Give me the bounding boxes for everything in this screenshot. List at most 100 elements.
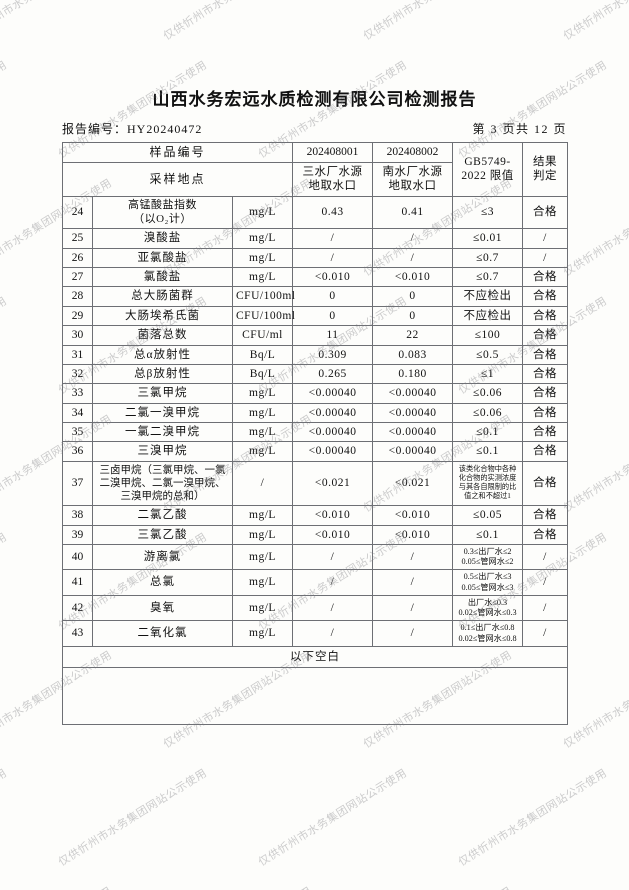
row-limit-line2: 0.02≤管网水≤0.8 <box>458 633 517 643</box>
row-result: / <box>522 620 569 647</box>
row-limit: ≤0.1 <box>452 524 524 545</box>
row-unit: mg/L <box>231 441 294 462</box>
row-limit: 该类化合物中各种化合物的实测浓度与其各自限制的比值之和不超过1 <box>452 460 524 507</box>
row-sample1-value: / <box>292 569 374 596</box>
row-sample1-value: 0 <box>292 286 374 307</box>
row-result: 合格 <box>522 383 569 404</box>
row-result: / <box>522 594 569 622</box>
row-limit-line2: 0.05≤管网水≤2 <box>461 557 514 567</box>
row-limit-line2: 0.02≤管网水≤0.3 <box>458 608 517 618</box>
table-row: 32 总β放射性 Bq/L 0.265 0.180 ≤1 合格 <box>62 363 569 385</box>
row-limit: ≤0.1 <box>452 421 524 443</box>
header-result-line1: 结果 <box>533 156 558 168</box>
row-unit: mg/L <box>231 402 294 424</box>
tail-empty-cell <box>61 666 569 725</box>
table-row: 24 高锰酸盐指数 （以O₂计） mg/L 0.43 0.41 ≤3 合格 <box>62 195 569 230</box>
row-sample1-value: <0.00040 <box>292 383 374 404</box>
row-sample2-value: 0.41 <box>372 195 454 230</box>
row-index: 43 <box>62 620 93 647</box>
table-row: 27 氯酸盐 mg/L <0.010 <0.010 ≤0.7 合格 <box>62 266 569 288</box>
row-index: 37 <box>62 460 93 507</box>
row-limit: 0.3≤出厂水≤2 0.05≤管网水≤2 <box>452 543 524 571</box>
row-sample1-value: <0.00040 <box>292 402 374 424</box>
table-row: 26 亚氯酸盐 mg/L / / ≤0.7/ <box>62 247 569 269</box>
row-index: 33 <box>62 383 93 404</box>
table-row: 39 三氯乙酸 mg/L <0.010 <0.010 ≤0.1 合格 <box>62 524 569 545</box>
header-sample-no-label: 样品编号 <box>61 142 294 163</box>
page-title: 山西水务宏远水质检测有限公司检测报告 <box>152 90 477 109</box>
row-result: / <box>522 228 569 249</box>
row-result: 合格 <box>522 363 569 385</box>
row-item-name: 菌落总数 <box>92 325 233 346</box>
row-item-name: 氯酸盐 <box>92 266 233 288</box>
row-result: 合格 <box>522 460 569 507</box>
table-row: 35 一氯二溴甲烷 mg/L <0.00040 <0.00040 ≤0.1 合格 <box>62 421 569 443</box>
row-index: 24 <box>62 195 93 230</box>
header-sampling-site-label: 采样地点 <box>61 162 294 197</box>
row-item-name: 三氯甲烷 <box>92 383 233 404</box>
row-index: 40 <box>62 543 93 571</box>
row-result: 合格 <box>522 441 569 462</box>
row-limit: ≤100 <box>452 325 524 346</box>
row-result: / <box>522 569 569 596</box>
row-item-name: 三溴甲烷 <box>92 441 233 462</box>
row-sample2-value: 0.083 <box>372 344 454 365</box>
row-unit: mg/L <box>231 383 294 404</box>
row-item-name-line1: 高锰酸盐指数 <box>128 198 197 211</box>
row-index: 34 <box>62 402 93 424</box>
row-unit: CFU/ml <box>231 325 294 346</box>
row-index: 35 <box>62 421 93 443</box>
row-sample1-value: <0.00040 <box>292 441 374 462</box>
row-index: 38 <box>62 505 93 526</box>
header-result-line2: 判定 <box>533 170 558 183</box>
row-item-name: 二氯乙酸 <box>92 505 233 526</box>
row-index: 31 <box>62 344 93 365</box>
row-sample2-value: / <box>372 247 454 269</box>
header-sample2-site-line1: 南水厂水源 <box>382 166 443 178</box>
report-number-value: HY20240472 <box>127 122 203 136</box>
row-item-name: 三卤甲烷（三氯甲烷、一氯二溴甲烷、二氯一溴甲烷、三溴甲烷的总和） <box>92 460 233 507</box>
row-item-name: 亚氯酸盐 <box>92 247 233 269</box>
table-row: 31 总α放射性 Bq/L 0.309 0.083 ≤0.5 合格 <box>62 344 569 365</box>
row-limit: ≤0.7 <box>452 266 524 288</box>
row-index: 29 <box>62 305 93 327</box>
page-indicator: 第 3 页共 12 页 <box>472 122 567 136</box>
row-limit: ≤0.5 <box>452 344 524 365</box>
header-sample1-site-line1: 三水厂水源 <box>302 166 363 178</box>
header-sample2-site: 南水厂水源 地取水口 <box>372 162 454 197</box>
row-limit: ≤0.01 <box>452 228 524 249</box>
header-limit-line1: GB5749- <box>464 156 511 168</box>
row-result: 合格 <box>522 344 569 365</box>
row-sample2-value: / <box>372 569 454 596</box>
header-sample2-no: 202408002 <box>372 142 454 163</box>
row-unit: CFU/100ml <box>231 305 295 327</box>
table-row: 33 三氯甲烷 mg/L <0.00040 <0.00040 ≤0.06 合格 <box>62 383 569 404</box>
row-sample1-value: 11 <box>292 325 374 346</box>
row-sample1-value: <0.00040 <box>292 421 374 443</box>
table-footer: 以下空白 <box>61 645 569 725</box>
table-row: 29 大肠埃希氏菌 CFU/100ml 0 0 不应检出 合格 <box>62 305 569 327</box>
row-sample2-value: <0.00040 <box>372 441 454 462</box>
blank-note: 以下空白 <box>61 645 569 668</box>
row-sample2-value: <0.021 <box>372 460 454 507</box>
row-limit: ≤0.05 <box>452 505 524 526</box>
header-limit-line2: 2022 限值 <box>461 170 514 183</box>
row-limit: ≤0.06 <box>452 402 524 424</box>
report-subheader: 报告编号：HY20240472 第 3 页共 12 页 <box>62 120 567 137</box>
row-sample2-value: 0.180 <box>372 363 454 385</box>
row-sample1-value: 0.43 <box>292 195 374 230</box>
row-item-name: 二氧化氯 <box>92 620 233 647</box>
table-row: 34 二氯一溴甲烷 mg/L <0.00040 <0.00040 ≤0.06 合格 <box>62 402 569 424</box>
header-sample2-site-line2: 地取水口 <box>388 180 437 193</box>
row-index: 25 <box>62 228 93 249</box>
row-limit-line1: 出厂水≤0.3 <box>467 597 508 607</box>
row-sample1-value: / <box>292 594 374 622</box>
row-limit-line1: 0.5≤出厂水≤3 <box>463 572 512 582</box>
row-unit: Bq/L <box>231 363 294 385</box>
row-unit: mg/L <box>231 228 294 249</box>
row-limit: 不应检出 <box>452 286 524 307</box>
row-index: 27 <box>62 266 93 288</box>
row-index: 28 <box>62 286 93 307</box>
report-number: 报告编号：HY20240472 <box>62 120 202 137</box>
row-result: 合格 <box>522 505 569 526</box>
